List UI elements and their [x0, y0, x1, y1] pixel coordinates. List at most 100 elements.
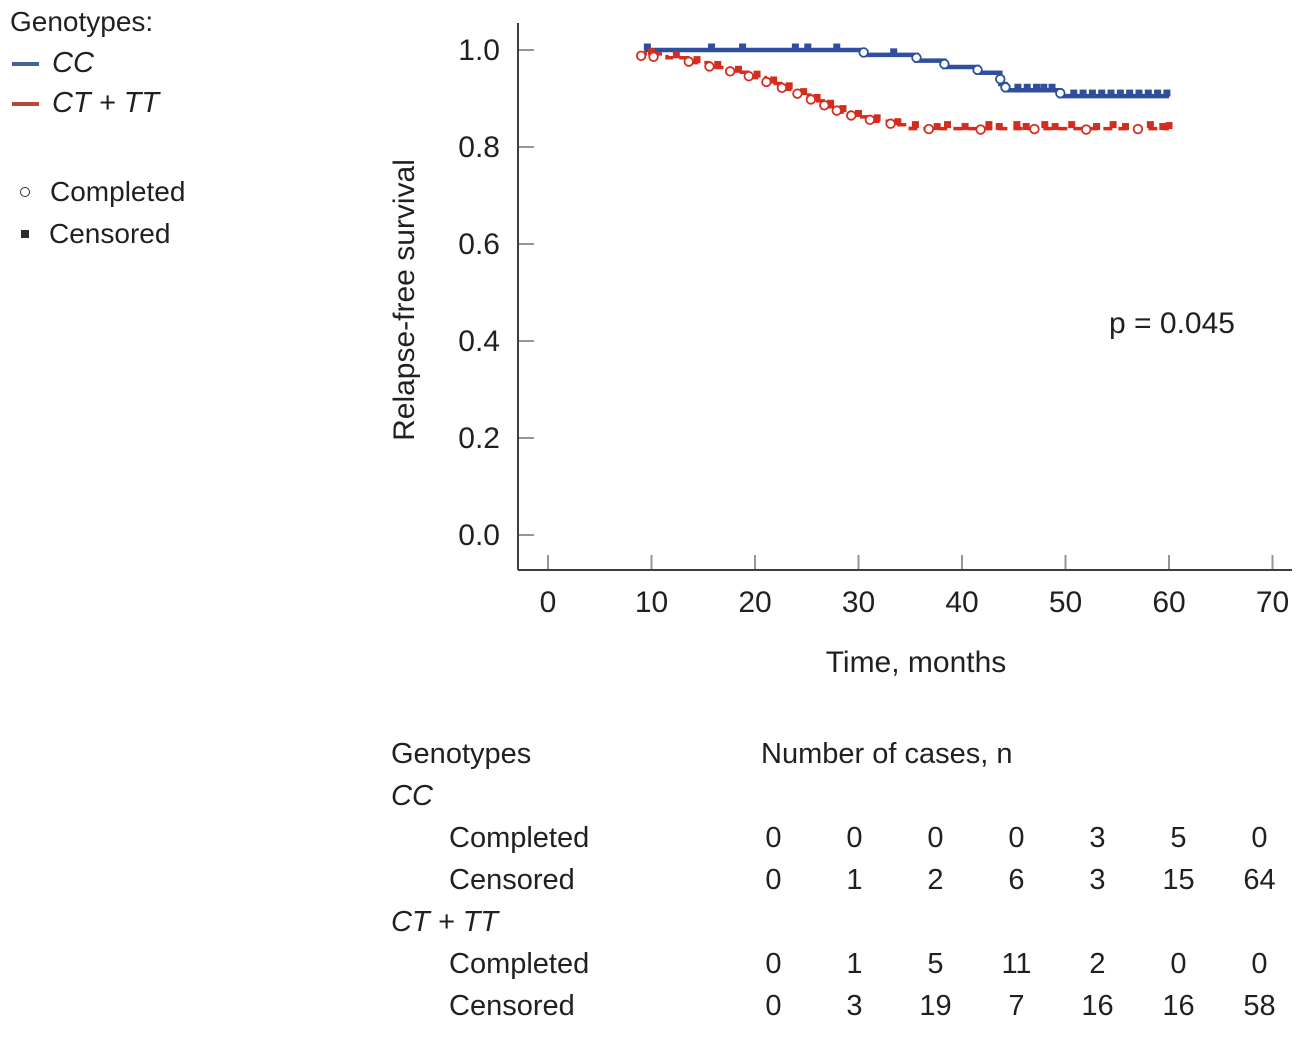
ct-tt-completed-marker — [683, 56, 694, 67]
table-value: 3 — [1089, 863, 1106, 896]
cc-censored-marker — [1070, 89, 1078, 97]
cc-censored-marker — [1079, 89, 1087, 97]
legend-censored-label: Censored — [49, 218, 171, 249]
cc-censored-marker — [1033, 83, 1041, 91]
cc-completed-marker — [995, 73, 1006, 85]
cc-censored-marker — [890, 48, 898, 56]
ct-tt-censored-marker — [1146, 121, 1154, 129]
cc-censored-marker — [1088, 89, 1096, 97]
row-label: Censored — [449, 989, 575, 1022]
row-label: Censored — [449, 863, 575, 896]
table-group-ct-tt: CT + TT — [391, 905, 499, 938]
cc-completed-marker — [911, 52, 922, 63]
table-value: 3 — [846, 989, 863, 1022]
table-value: 15 — [1162, 863, 1195, 896]
table-value: 0 — [846, 821, 863, 854]
ct-tt-censored-marker — [911, 121, 919, 129]
ct-tt-censored-marker — [1093, 123, 1101, 131]
ct-tt-censored-marker — [1122, 123, 1130, 131]
ct-tt-censored-marker — [1109, 121, 1117, 129]
x-tick-label: 20 — [738, 586, 771, 619]
ct-tt-censored-marker — [785, 82, 793, 90]
cc-censored-marker — [1135, 89, 1143, 97]
ct-tt-censored-marker — [770, 76, 778, 84]
legend-item-ct-tt: CT + TT — [12, 87, 159, 120]
ct-tt-censored-marker — [827, 99, 835, 107]
y-tick-label: 0.4 — [458, 325, 500, 358]
ct-tt-completed-marker — [819, 100, 830, 111]
x-tick-label: 0 — [540, 586, 557, 619]
ct-tt-completed-marker — [704, 61, 715, 72]
cc-survival-curve — [644, 47, 1169, 99]
x-tick-label: 50 — [1049, 586, 1082, 619]
table-header-genotypes: Genotypes — [391, 737, 532, 770]
ct-tt-completed-marker — [761, 76, 772, 88]
cc-censored-marker — [1107, 89, 1115, 97]
ct-tt-completed-marker — [864, 114, 876, 126]
ct-tt-censored-marker — [734, 65, 742, 73]
ct-tt-completed-marker — [1029, 123, 1040, 135]
ct-tt-censored-marker — [985, 121, 993, 129]
cc-line-swatch-icon — [12, 61, 39, 66]
table-value: 0 — [1251, 947, 1268, 980]
cc-censored-marker — [1048, 83, 1056, 91]
cc-completed-marker — [1055, 87, 1066, 99]
cc-censored-marker — [1163, 89, 1171, 97]
table-value: 16 — [1162, 989, 1195, 1022]
cc-censored-marker — [833, 43, 841, 51]
cc-censored-marker — [1144, 89, 1152, 97]
y-tick-label: 0.6 — [458, 228, 500, 261]
legend-item-cc: CC — [12, 47, 94, 80]
row-label: Completed — [449, 821, 590, 854]
cc-censored-marker — [1040, 83, 1048, 91]
cc-completed-marker — [939, 58, 950, 70]
table-value: 58 — [1243, 989, 1276, 1022]
x-tick-label: 10 — [635, 586, 668, 619]
ct-tt-completed-marker — [776, 82, 788, 94]
censored-marker-icon — [21, 230, 29, 238]
y-tick-label: 0.2 — [458, 422, 500, 455]
table-value: 0 — [765, 947, 782, 980]
cc-censored-marker — [1126, 89, 1134, 97]
ct-tt-censored-marker — [648, 48, 655, 56]
ct-tt-completed-marker — [885, 118, 896, 129]
ct-tt-censored-marker — [693, 56, 701, 64]
ct-tt-completed-marker — [1132, 123, 1144, 135]
ct-tt-censored-marker — [672, 51, 680, 59]
table-value: 1 — [846, 947, 863, 980]
cc-censored-marker — [1116, 89, 1124, 97]
ct-tt-completed-marker — [975, 124, 986, 135]
x-tick-label: 40 — [945, 586, 978, 619]
ct-tt-censored-marker — [855, 109, 862, 117]
cc-censored-marker — [708, 43, 716, 51]
cc-censored-marker — [1154, 89, 1162, 97]
y-axis-title: Relapse-free survival — [388, 159, 421, 441]
x-tick-label: 70 — [1256, 586, 1289, 619]
table-value: 64 — [1243, 863, 1276, 896]
ct-tt-censored-marker — [1041, 121, 1049, 129]
table-value: 0 — [1251, 821, 1268, 854]
ct-tt-completed-marker — [923, 123, 935, 135]
ct-tt-censored-marker — [1013, 121, 1021, 129]
table-value: 19 — [919, 989, 952, 1022]
ct-tt-censored-marker — [894, 118, 902, 126]
table-value: 1 — [846, 863, 863, 896]
ct-tt-censored-marker — [714, 60, 722, 68]
table-value: 0 — [1170, 947, 1187, 980]
legend-cc-label: CC — [52, 47, 94, 79]
table-value: 11 — [1001, 947, 1032, 980]
y-tick-label: 1.0 — [458, 34, 500, 67]
y-tick-label: 0.8 — [458, 131, 500, 164]
cc-censored-marker — [804, 43, 812, 51]
table-value: 2 — [927, 863, 944, 896]
table-header-cases: Number of cases, n — [761, 737, 1013, 770]
table-value: 16 — [1081, 989, 1114, 1022]
survival-chart: 0 10 20 30 40 50 60 70 0.0 0.2 0.4 0.6 0.8 1.0 Time, m… — [388, 23, 1292, 679]
x-tick-label: 60 — [1152, 586, 1185, 619]
table-value: 5 — [1170, 821, 1187, 854]
completed-marker-icon — [20, 187, 30, 197]
legend-title: Genotypes: — [10, 6, 154, 37]
ct-tt-completed-marker — [635, 50, 647, 62]
legend-ct-tt-label: CT + TT — [52, 87, 160, 119]
